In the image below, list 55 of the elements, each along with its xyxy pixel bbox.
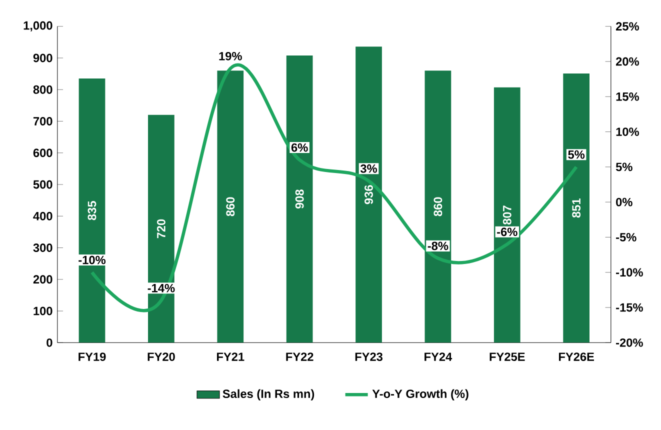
data-label: 720 [156,220,166,238]
y2-tick-label: 0% [616,198,632,206]
y2-tick-label: 15% [616,92,639,102]
data-label: 3% [360,164,378,173]
y-tick-label: 300 [33,244,52,252]
y2-tick-label: -5% [616,233,636,242]
y-tick-label: 1,000 [24,21,52,32]
x-tick-label: FY19 [78,352,106,362]
y-tick-label: 0 [46,338,52,348]
data-label: -8% [428,242,448,250]
data-label: 807 [502,206,512,225]
y2-tick-label: 20% [616,57,639,66]
legend-label: Sales (In Rs mn) [222,389,314,401]
legend-label: Y-o-Y Growth (%) [372,389,468,401]
y-tick-label: 700 [33,117,52,126]
y-tick-label: 900 [33,54,52,62]
data-label: 908 [295,190,304,209]
data-label: 936 [364,185,373,204]
bar [424,70,452,343]
data-label: -6% [497,228,518,236]
data-label: 19% [219,52,242,61]
data-label: 5% [568,150,585,159]
y2-tick-label: 25% [616,22,639,31]
x-tick-label: FY22 [286,352,314,362]
bar [494,88,520,343]
y-tick-label: 800 [33,86,52,94]
bar [78,78,106,343]
x-tick-label: FY20 [148,352,175,362]
x-tick-label: FY21 [216,352,244,362]
bar [217,70,244,343]
y-tick-label: 600 [33,148,52,158]
y2-tick-label: 5% [616,162,632,172]
y-tick-label: 500 [33,180,52,189]
bar [356,46,382,343]
data-label: 6% [291,144,308,152]
bar [286,56,313,343]
data-label: -14% [148,284,175,292]
y-tick-label: 400 [33,212,52,221]
x-tick-label: FY25E [490,352,525,362]
bar [148,115,174,343]
y-tick-label: 100 [34,307,52,316]
data-label: 860 [226,197,235,216]
x-tick-label: FY23 [355,352,382,362]
y2-tick-label: -15% [616,304,643,312]
data-label: 835 [88,201,96,220]
x-tick-label: FY24 [424,352,452,362]
y2-tick-label: -10% [616,268,643,277]
data-label: 851 [572,198,581,218]
x-tick-label: FY26E [558,352,594,362]
data-label: -10% [78,256,106,264]
bar [563,74,590,343]
data-label: 860 [434,197,442,216]
y2-tick-label: -20% [616,338,643,348]
y-tick-label: 200 [33,275,52,284]
y2-tick-label: 10% [616,128,639,136]
